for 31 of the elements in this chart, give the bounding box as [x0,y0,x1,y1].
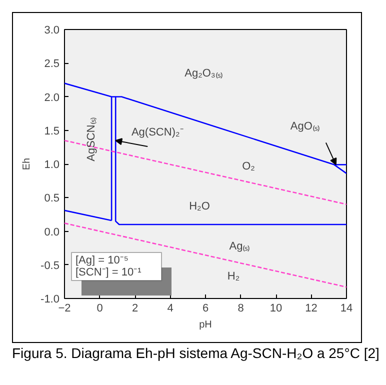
y-tick-label: 0.5 [44,192,60,205]
x-tick-label: 6 [202,302,209,314]
y-tick-label: 2.0 [44,92,60,104]
x-tick-label: 2 [132,302,138,314]
annotation: H₂ [227,270,240,282]
y-tick-label: -0.5 [40,260,60,272]
annotation: [Ag] = 10⁻⁵ [76,254,128,266]
x-tick-label: −2 [58,302,71,314]
annotation: [SCN⁻] = 10⁻¹ [76,266,142,278]
y-axis-title: Eh [22,158,33,170]
annotation: AgSCN₍ₛ₎ [86,118,98,162]
x-tick-label: 0 [96,302,103,314]
x-tick-label: 4 [167,302,174,314]
x-tick-label: 8 [238,302,244,314]
annotation: H₂O [189,200,210,212]
x-tick-label: 12 [305,302,318,314]
annotation: O₂ [242,160,255,172]
text: Figura 5. Diagrama Eh-pH sistema Ag-SCN-H₂O a 25°C [2] [12,345,380,362]
annotation: AgO₍ₛ₎ [290,120,320,133]
y-tick-label: 2.5 [44,58,60,70]
x-tick-label: 10 [270,302,282,314]
y-tick-label: 1.5 [44,125,60,138]
y-tick-label: -1.0 [40,294,60,306]
y-tick-label: 1.0 [44,159,60,171]
x-tick-label: 14 [340,302,353,314]
x-axis-title: pH [199,320,212,330]
annotation: Ag₂O₃₍ₛ₎ [184,68,222,80]
y-tick-label: 3.0 [44,24,60,36]
y-tick-label: 0.0 [44,226,60,238]
annotation: Ag(SCN)₂⁻ [131,126,184,138]
annotation: Ag₍ₛ₎ [229,240,250,252]
